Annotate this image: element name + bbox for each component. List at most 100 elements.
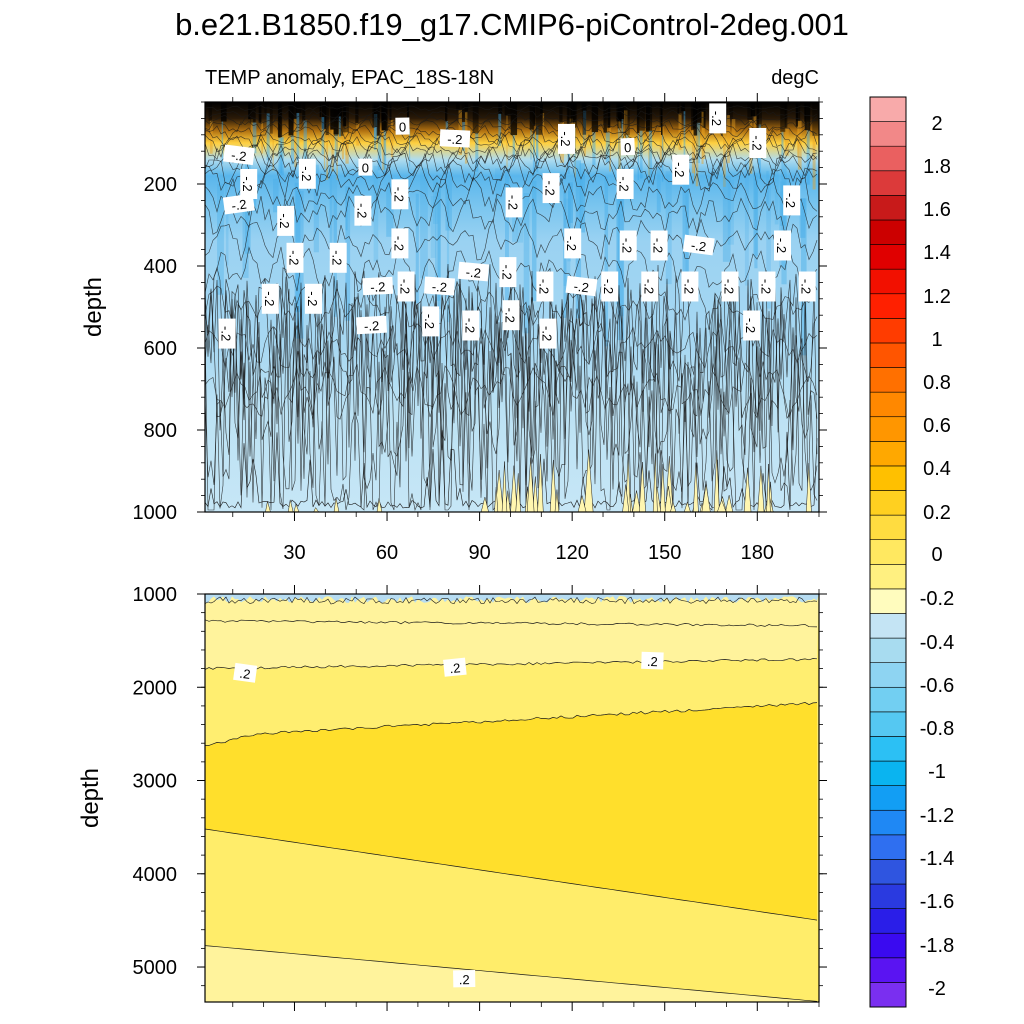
warm-anomaly-spike	[693, 462, 699, 512]
contour-label: -.2	[774, 230, 791, 261]
colorbar-bin	[869, 195, 907, 221]
warm-anomaly-spike	[494, 487, 499, 512]
x-tick-label: 120	[555, 542, 588, 564]
contour-label: .2	[453, 970, 476, 988]
contour-label: -.2	[424, 276, 456, 296]
surface-dark-streak	[567, 102, 572, 129]
contour-line	[205, 137, 818, 163]
contour-label-box	[462, 310, 480, 341]
warm-anomaly-spike	[554, 489, 560, 512]
subsurface-blue-streak	[656, 166, 661, 213]
contour-label: -.2	[277, 205, 295, 236]
subsurface-blue-streak	[226, 196, 229, 266]
contour-label: -.2	[362, 276, 394, 296]
contour-label: -.2	[505, 187, 523, 218]
contour-label-text: -.2	[391, 236, 406, 251]
contour-label-box	[358, 158, 373, 176]
surface-dark-streak	[510, 102, 518, 136]
subsurface-blue-streak	[505, 169, 509, 320]
colorbar-label: -0.6	[920, 675, 954, 697]
contour-label-box	[443, 657, 467, 677]
contour-label-box	[222, 193, 255, 215]
contour-label-box	[749, 128, 767, 158]
contour-label: -.2	[743, 310, 761, 341]
colorbar-bin	[869, 908, 907, 934]
contour-label-text: -.2	[503, 308, 518, 323]
lower-contour-labels: .2 .2 .2 .2	[233, 651, 664, 988]
contour-line	[205, 195, 818, 236]
surface-dark-streak	[321, 102, 327, 129]
contour-label: -.2	[709, 103, 727, 134]
contour-label-text: -.2	[617, 176, 632, 191]
colorbar-bin	[869, 932, 907, 959]
contour-label-box	[277, 205, 295, 236]
colorbar-bin	[869, 514, 907, 541]
x-tick-label: 90	[468, 542, 490, 564]
surface-color-streak	[574, 125, 576, 178]
surface-dark-streak	[636, 102, 640, 134]
colorbar-label: -0.8	[920, 718, 954, 740]
subsurface-blue-streak	[420, 168, 428, 279]
warm-anomaly-spike	[265, 501, 271, 512]
colorbar-label: 1.8	[923, 156, 951, 178]
surface-color-streak	[506, 115, 508, 168]
surface-dark-streak	[728, 102, 733, 120]
upper-y-axis-label: depth	[80, 277, 107, 337]
contour-label-text: -.2	[558, 131, 573, 146]
contour-label-text: -.2	[287, 250, 302, 265]
colorbar-bin	[869, 244, 907, 270]
surface-dark-streak	[691, 102, 694, 131]
contour-label-text: -.2	[774, 238, 789, 253]
warm-anomaly-spike	[670, 501, 677, 512]
warm-anomaly-spike	[652, 453, 658, 512]
surface-color-streak	[797, 120, 802, 170]
contour-label-box	[439, 129, 471, 148]
contour-label-box	[354, 195, 372, 226]
contour-label: .2	[233, 662, 258, 683]
contour-label: -.2	[499, 257, 517, 288]
subsurface-blue-streak	[774, 171, 779, 225]
surface-dark-streak	[343, 102, 346, 127]
surface-dark-streak	[339, 102, 344, 136]
surface-dark-streak	[660, 102, 663, 135]
contour-label-box	[502, 300, 520, 331]
contour-label: -.2	[218, 318, 236, 349]
contour-label-box	[362, 276, 394, 296]
subsurface-blue-streak	[446, 185, 450, 323]
colorbar-bin	[869, 490, 907, 516]
contour-label-text: -.2	[219, 326, 234, 341]
chart-subtitle-left: TEMP anomaly, EPAC_18S-18N	[205, 67, 494, 89]
contour-label-text: -.2	[431, 279, 447, 295]
surface-color-streak	[303, 120, 307, 175]
surface-color-streak	[331, 129, 334, 172]
surface-dark-streak	[325, 102, 329, 136]
contour-label-box	[233, 662, 258, 683]
colorbar-label: 0.2	[923, 502, 951, 524]
contour-label-box	[499, 257, 517, 288]
subsurface-blue-streak	[616, 195, 620, 305]
surface-color-streak	[624, 110, 628, 138]
contour-label-text: -.2	[573, 279, 590, 296]
colorbar-label: -1.4	[920, 848, 954, 870]
subsurface-blue-streak	[722, 176, 731, 262]
contour-label-box	[558, 123, 575, 154]
upper-contour-labels: -.2-.2-.2-.2-.2 00-.2 -.20-.2-.2-.2-.2-.2-…	[218, 103, 816, 349]
colorbar-bin	[869, 539, 907, 565]
contour-label-box	[223, 144, 255, 166]
contour-label-box	[218, 318, 236, 349]
colorbar-bin	[869, 686, 907, 713]
contour-label: -.2	[616, 169, 634, 199]
upper-bottom-warm-patches	[265, 449, 812, 512]
warm-anomaly-spike	[549, 459, 557, 512]
contour-label-text: -.2	[370, 279, 386, 295]
colorbar-bin	[869, 416, 907, 442]
contour-label-box	[391, 179, 409, 210]
colorbar-label: -0.4	[920, 632, 954, 654]
surface-color-streak	[338, 116, 341, 138]
surface-dark-streak	[278, 102, 281, 138]
colorbar-bin	[869, 391, 907, 418]
contour-label-text: -.2	[330, 250, 345, 265]
surface-color-streak	[345, 132, 349, 164]
colorbar-bin	[869, 96, 907, 122]
colorbar-bin	[869, 785, 907, 811]
